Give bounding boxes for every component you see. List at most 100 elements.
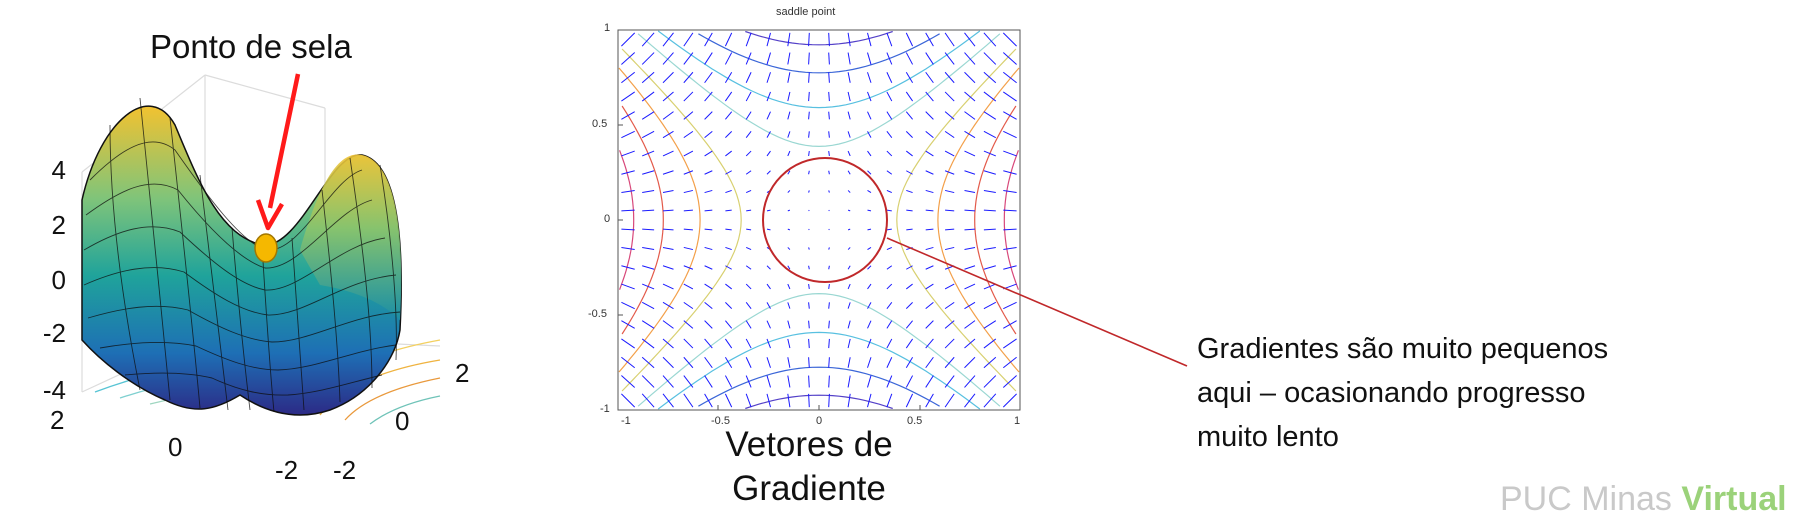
gradient-arrow [906,229,912,230]
gradient-arrow [848,92,850,101]
gradient-arrow [1003,321,1016,329]
field-y-tick: -1 [600,403,610,415]
gradient-arrow [663,247,674,249]
gradient-arrow [906,302,912,308]
gradient-arrow [621,151,634,156]
gradient-arrow [1003,131,1016,137]
gradient-arrow [705,53,713,65]
gradient-arrow [809,53,810,65]
logo-text-virtual: Virtual [1681,480,1786,518]
gradient-arrow [642,171,654,175]
gradient-arrow [848,210,850,211]
gradient-arrow [887,92,892,101]
gradient-arrow [945,33,954,46]
gradient-arrow [945,131,954,137]
gradient-arrow [984,171,996,175]
gradient-arrow [767,171,771,175]
field-y-tick: 1 [604,22,610,34]
gradient-arrow [767,339,771,348]
gradient-arrow [965,247,976,249]
gradient-arrow [926,53,934,65]
gradient-arrow [621,394,634,407]
gradient-arrow [906,190,912,192]
gradient-arrow [746,376,751,388]
field-contours [619,31,1019,409]
gradient-arrow [788,302,790,308]
gradient-arrow [767,53,771,65]
gradient-arrow [642,229,654,230]
gradient-arrow [829,247,830,249]
gradient-arrow [829,53,830,65]
gradient-arrow [926,321,934,329]
gradient-arrow [684,53,693,65]
gradient-arrow [868,72,872,83]
gradient-arrow [868,229,872,230]
gradient-arrow [809,339,810,348]
gradient-arrow [945,112,954,120]
gradient-arrow [663,357,674,368]
gradient-arrow [868,112,872,120]
gradient-arrow [746,321,751,329]
gradient-arrow [887,302,892,308]
gradient-arrow [788,229,790,230]
annotation-line: muito lento [1197,415,1757,459]
gradient-arrow [788,72,790,83]
gradient-arrow [725,210,731,211]
gradient-arrow [965,171,976,175]
gradient-arrow [725,33,731,46]
gradient-arrow [848,284,850,289]
gradient-arrow [945,339,954,348]
gradient-arrow [684,210,693,211]
gradient-arrow [945,92,954,101]
gradient-arrow [906,151,912,156]
gradient-arrow [965,210,976,211]
annotation-line: Gradientes são muito pequenos [1197,327,1757,371]
contour-line [638,34,1000,147]
gradient-arrow [767,376,771,388]
gradient-arrow [868,376,872,388]
gradient-arrow [809,190,810,192]
gradient-arrow [642,53,654,65]
gradient-arrow [945,210,954,211]
gradient-arrow [767,321,771,329]
gradient-arrow [746,33,751,46]
gradient-arrow [809,210,810,211]
gradient-arrow [984,266,996,270]
gradient-arrow [663,284,674,289]
gradient-arrow [965,284,976,289]
annotation-line: aqui – ocasionando progresso [1197,371,1757,415]
gradient-arrow [767,210,771,211]
gradient-arrow [965,72,976,83]
gradient-arrow [642,247,654,249]
gradient-arrow [1003,33,1016,46]
contour-line [698,34,939,73]
gradient-arrow [829,376,830,388]
gradient-arrow [788,376,790,388]
gradient-arrow [848,190,850,192]
gradient-arrow [621,229,634,230]
gradient-arrow [663,190,674,192]
gradient-arrow [906,112,912,120]
gradient-arrow [1003,171,1016,175]
gradient-arrow [642,302,654,308]
gradient-arrow [945,284,954,289]
gradient-arrow [684,266,693,270]
gradient-arrow [906,376,912,388]
gradient-arrow [725,229,731,230]
gradient-arrow [788,339,790,348]
gradient-arrow [705,33,713,46]
gradient-arrow [848,302,850,308]
gradient-arrow [887,376,892,388]
gradient-arrow [984,376,996,388]
gradient-arrow [809,131,810,137]
gradient-arrow [621,266,634,270]
gradient-arrow [984,302,996,308]
gradient-arrow [705,284,713,289]
gradient-arrow [926,210,934,211]
gradient-vectors-caption: Vetores de Gradiente [700,423,918,511]
gradient-arrow [1003,247,1016,249]
gradient-arrow [984,112,996,120]
gradient-arrow [642,131,654,137]
gradient-arrow [788,131,790,137]
gradient-arrow [1003,339,1016,348]
